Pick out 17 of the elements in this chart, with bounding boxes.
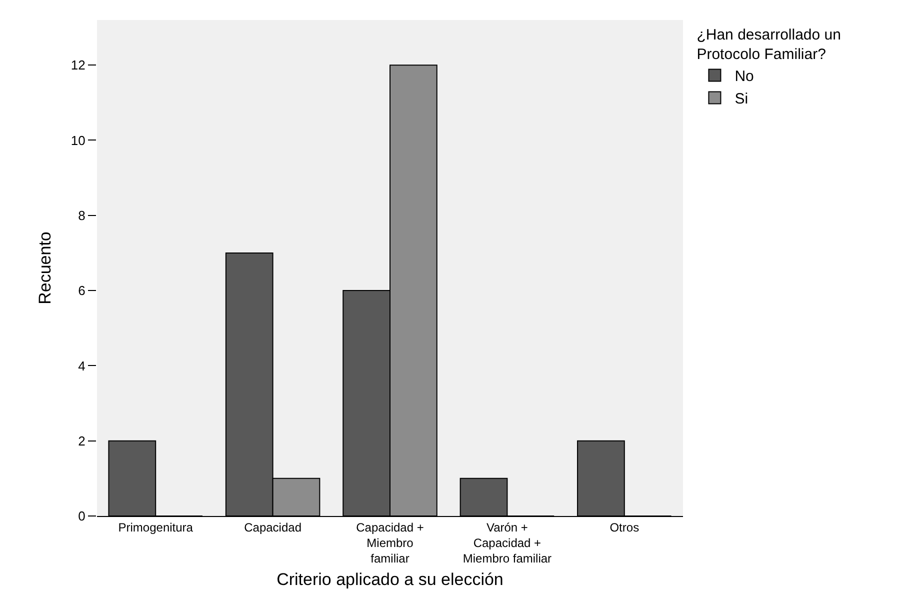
y-tick-label: 12 [70,58,86,73]
x-tick-label: Otros [610,520,640,534]
x-axis-title: Criterio aplicado a su elección [276,570,504,589]
legend-label: Si [734,90,748,108]
x-tick-label: Capacidad [244,520,302,534]
y-tick-label: 10 [70,132,86,148]
y-axis-title: Recuento [35,232,54,304]
y-tick-label: 2 [78,433,86,448]
y-tick-label: 6 [78,283,86,298]
x-tick-label: Capacidad + Miembro familiar [356,520,424,566]
x-tick-label: Primogenitura [118,520,194,534]
legend-label: No [734,68,754,86]
y-tick-label: 4 [78,358,86,374]
x-tick-label: Varón + Capacidad + Miembro familiar [462,520,552,566]
legend-title: ¿Han desarrollado un Protocolo Familiar? [696,26,841,63]
y-tick-label: 8 [78,208,86,223]
y-tick-label: 0 [78,508,86,524]
